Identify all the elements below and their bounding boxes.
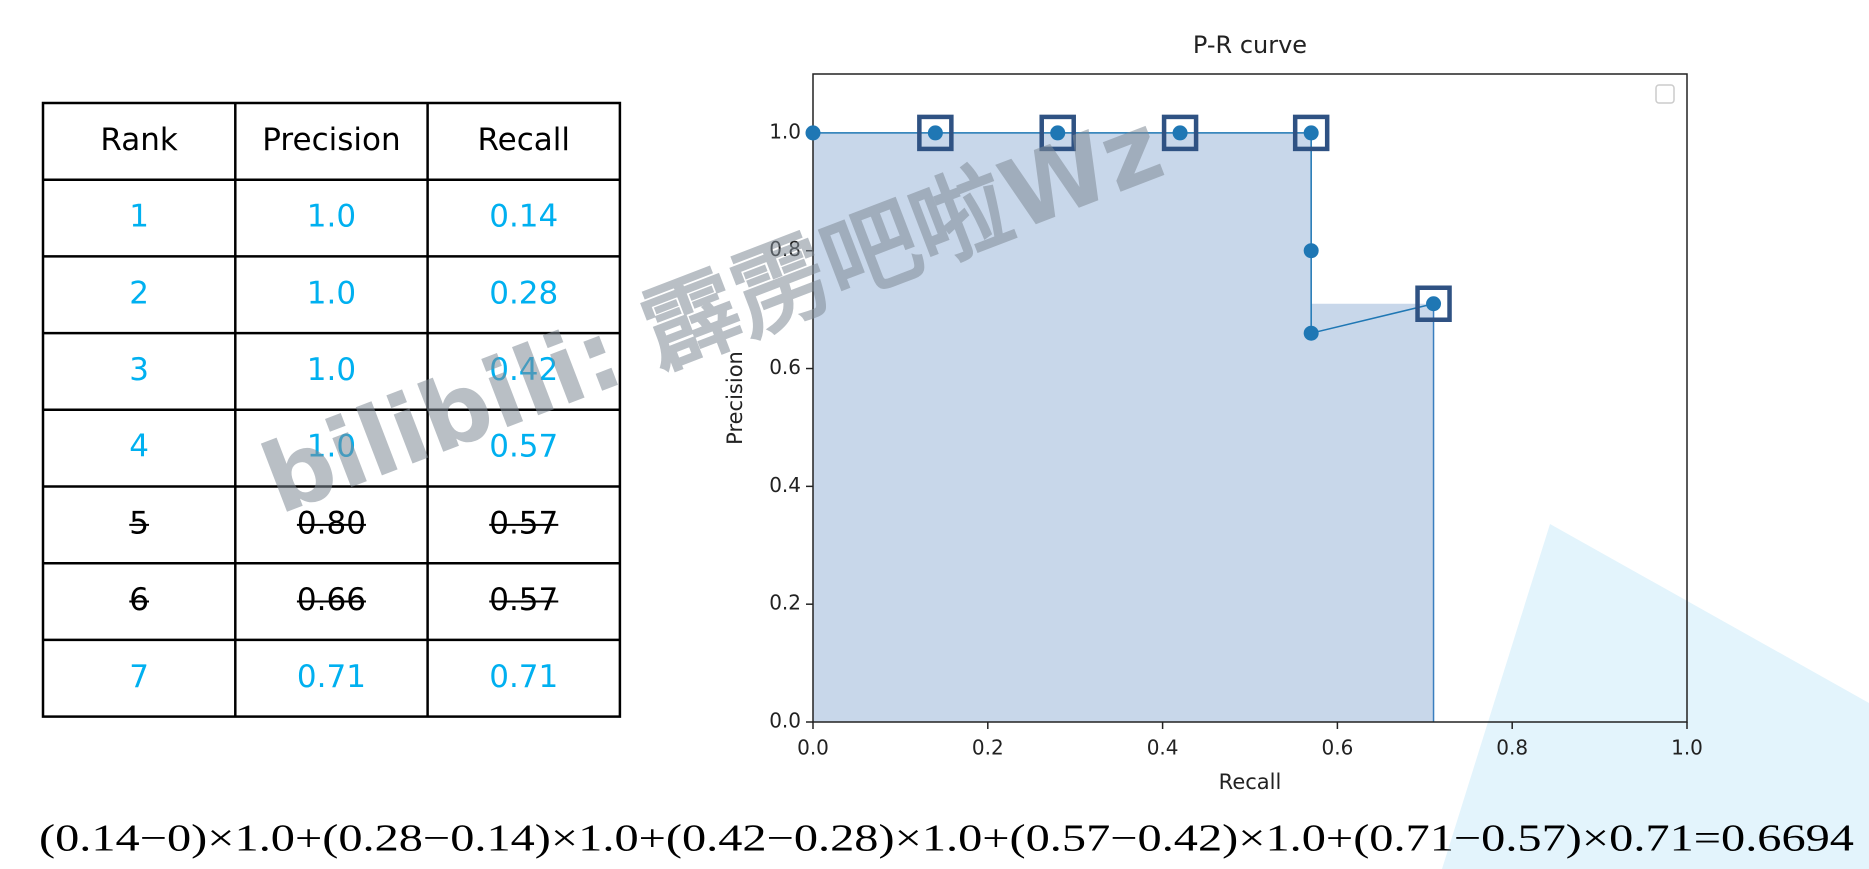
table-cell: 0.80 [297,505,366,541]
point [1303,325,1319,341]
point [805,125,821,141]
table-cell: 0.57 [489,505,558,541]
x-tick-label: 0.0 [797,736,829,760]
table-header: Precision [262,122,400,158]
table-cell: 1 [129,199,149,235]
table-header: Recall [478,122,571,158]
table-cell: 1.0 [307,199,356,235]
y-tick-label: 0.0 [769,709,801,733]
point [1303,125,1319,141]
highlight-box [1292,114,1330,152]
table-cell: 4 [129,429,149,465]
x-tick-label: 0.8 [1496,736,1528,760]
table-cell: 7 [129,659,149,695]
chart: P-R curve Recall Precision 0.0 0.2 0.4 0.6 0… [723,31,1703,794]
table-cell: 0.57 [489,429,558,465]
highlight-box [1039,114,1076,152]
y-tick-label: 0.6 [769,355,801,379]
y-axis-label: Precision [723,351,747,445]
decor-triangle [1442,524,1869,869]
table-cell: 0.71 [489,659,558,695]
point [1172,125,1188,141]
table-cell: 0.71 [297,659,366,695]
chart-title: P-R curve [1193,31,1307,59]
y-tick-label: 0.8 [769,237,801,261]
area [813,132,1434,723]
x-axis-label: Recall [1219,770,1282,794]
table-cell: 0.42 [489,352,558,388]
table-cell: 1.0 [307,275,356,311]
table-cell: 6 [129,582,149,618]
point [927,125,943,141]
x-tick-label: 0.6 [1321,736,1353,760]
highlight-box [1161,114,1199,152]
highlight-box [917,114,954,152]
x-tick-label: 1.0 [1671,736,1703,760]
formula: (0.14−0)×1.0+(0.28−0.14)×1.0+(0.42−0.28)… [39,818,1854,860]
point [1426,296,1442,312]
table-cell: 1.0 [307,429,356,465]
table-cell: 5 [129,505,149,541]
table-cell: 0.57 [489,582,558,618]
table-cell: 1.0 [307,352,356,388]
table-cell: 0.14 [489,199,558,235]
point [1303,243,1319,259]
table-cell: 0.66 [297,582,366,618]
table-header: Rank [100,122,178,158]
table: Rank Precision Recall 1 1.0 0.14 2 1.0 0.28 3 1.0 0… [41,101,622,718]
y-tick-label: 0.2 [769,591,801,615]
highlight-box [1415,285,1452,322]
y-tick-label: 0.4 [769,473,801,497]
plot-frame [812,73,1688,723]
x-tick-label: 0.2 [972,736,1004,760]
legend-box [1655,84,1675,104]
point [1050,125,1066,141]
table-cell: 0.28 [489,275,558,311]
table-cell: 2 [129,275,149,311]
x-tick-label: 0.4 [1147,736,1179,760]
table-cell: 3 [129,352,149,388]
series-line [813,132,1434,335]
y-tick-label: 1.0 [769,119,801,143]
